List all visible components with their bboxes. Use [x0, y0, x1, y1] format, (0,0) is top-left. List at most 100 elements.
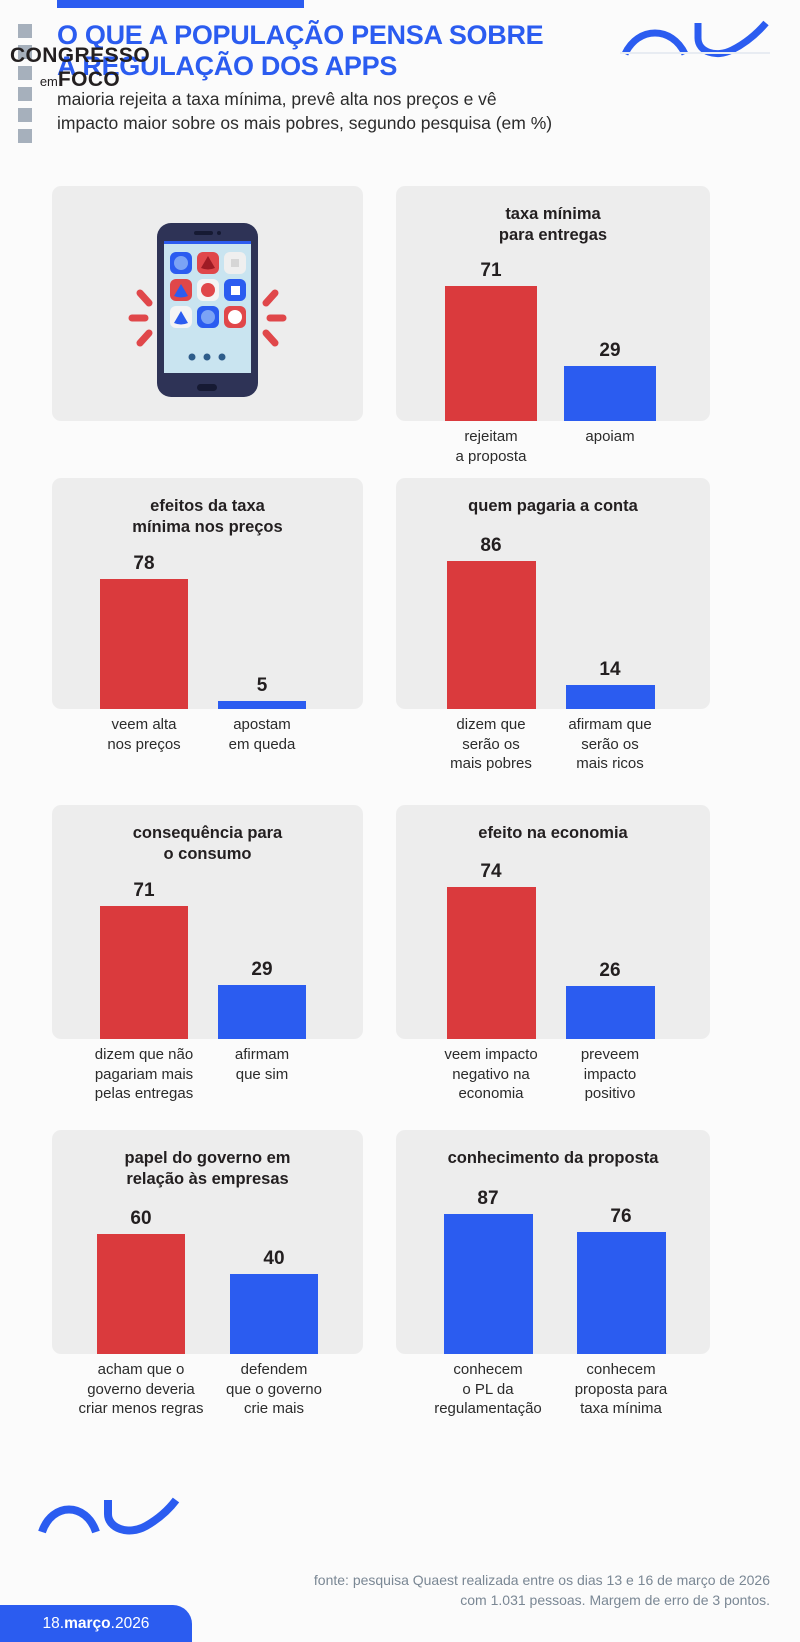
- congresso-em-foco-logo[interactable]: [36, 1492, 196, 1578]
- logo-wordmark-emfoco: emFOCO: [0, 68, 160, 92]
- chart-category-line: crie mais: [243, 1400, 304, 1417]
- page-subtitle-line1: maioria rejeita a taxa mínima, prevê alt…: [57, 89, 497, 109]
- chart-panel: conhecimento da proposta 87 76: [396, 1130, 710, 1354]
- chart-category-line: regulamentação: [434, 1400, 542, 1417]
- chart-category-label: conhecem proposta para taxa mínima: [543, 1360, 700, 1419]
- chart-value-label: 5: [256, 675, 268, 696]
- chart-category-line: preveem: [580, 1046, 640, 1063]
- chart-panel: efeitos da taxa mínima nos preços 78 5: [52, 478, 363, 709]
- chart-bar: [565, 685, 655, 709]
- chart-category-line: nos preços: [107, 735, 181, 753]
- chart-category-line: dizem que: [456, 716, 526, 733]
- chart-title-line: consequência para: [132, 824, 283, 842]
- app-grid: [170, 252, 246, 328]
- chart-title: efeito na economia: [396, 823, 710, 844]
- chart-category-label: apostam em queda: [184, 715, 340, 754]
- speed-lines-right: [262, 289, 287, 347]
- chart-category-line: positivo: [584, 1085, 636, 1102]
- chart-category-label: veem alta nos preços: [66, 715, 222, 754]
- chart-value-label: 40: [263, 1248, 285, 1269]
- chart-category-label: afirmam que sim: [184, 1045, 340, 1084]
- chart-category-line: pelas entregas: [94, 1085, 194, 1102]
- phone-camera: [217, 231, 221, 235]
- chart-title-line: papel do governo em: [124, 1149, 291, 1167]
- chart-category-line: impacto: [583, 1065, 637, 1083]
- chart-title-line: taxa mínima: [505, 205, 601, 223]
- chart-bar: [445, 286, 537, 421]
- chart-panel: papel do governo em relação às empresas 60…: [52, 1130, 363, 1354]
- chart-category-line: taxa mínima: [580, 1400, 662, 1417]
- logo-em: em: [39, 74, 58, 89]
- chart-value-label: 14: [599, 659, 621, 680]
- speed-lines-left: [128, 289, 153, 347]
- logo-wordmark-congresso: CONGRESSO: [9, 44, 151, 67]
- decorative-square: [18, 66, 32, 80]
- chart-panel: consequência para o consumo 71 29: [52, 805, 363, 1039]
- chart-category-line: a proposta: [455, 447, 527, 465]
- decorative-square: [18, 129, 32, 143]
- chart-bar: [218, 701, 306, 709]
- chart-category-line: rejeitam: [464, 428, 518, 445]
- page-subtitle-line2: impacto maior sobre os mais pobres, segu…: [57, 113, 553, 133]
- chart-category-line: negativo na: [452, 1065, 530, 1083]
- chart-category-label: defendem que o governo crie mais: [196, 1360, 352, 1419]
- chart-title: consequência para o consumo: [52, 823, 363, 865]
- decorative-square: [18, 87, 32, 101]
- chart-category-line: que o governo: [226, 1380, 322, 1398]
- chart-bar: [100, 579, 188, 709]
- smartphone-apps-illustration: [128, 223, 287, 397]
- chart-bar: [446, 887, 536, 1039]
- chart-value-label: 29: [599, 340, 621, 361]
- logo-foco: FOCO: [57, 68, 121, 91]
- chart-category-label: dizem que serão os mais pobres: [413, 715, 570, 774]
- chart-title: papel do governo em relação às empresas: [52, 1148, 363, 1190]
- chart-bar: [443, 1214, 533, 1354]
- chart-title-line: relação às empresas: [126, 1170, 289, 1188]
- chart-title-line: efeito na economia: [478, 824, 628, 842]
- decorative-square: [18, 45, 32, 59]
- chart-category-line: que sim: [235, 1065, 289, 1083]
- top-accent-rule: [57, 0, 304, 8]
- chart-title: conhecimento da proposta: [396, 1148, 710, 1169]
- chart-category-line: o PL da: [462, 1380, 514, 1398]
- date-prefix: 18.: [42, 1614, 65, 1632]
- chart-category-line: mais pobres: [450, 755, 532, 772]
- chart-category-line: serão os: [462, 735, 520, 753]
- page-subtitle: maioria rejeita a taxa mínima, prevê alt…: [57, 87, 617, 135]
- chart-title: taxa mínima para entregas: [396, 204, 710, 246]
- chart-bar: [564, 366, 656, 421]
- phone-home-button: [197, 384, 217, 391]
- chart-category-label: dizem que não pagariam mais pelas entregas: [66, 1045, 222, 1104]
- chart-category-line: veem alta: [111, 716, 177, 733]
- page-title-line1: O QUE A POPULAÇÃO PENSA SOBRE: [57, 20, 544, 50]
- chart-category-label: rejeitam a proposta: [411, 427, 571, 466]
- chart-title: quem pagaria a conta: [396, 496, 710, 517]
- phone-illustration-panel: [52, 186, 363, 421]
- chart-value-label: 86: [480, 535, 502, 556]
- chart-value-label: 26: [599, 960, 621, 981]
- chart-category-line: criar menos regras: [78, 1400, 204, 1417]
- chart-category-line: em queda: [228, 735, 296, 753]
- chart-category-line: veem impacto: [444, 1046, 538, 1063]
- chart-category-line: mais ricos: [576, 755, 644, 772]
- page-title-line2: A REGULAÇÃO DOS APPS: [57, 51, 398, 81]
- date-month: março: [64, 1614, 111, 1632]
- chart-title-line: conhecimento da proposta: [447, 1149, 659, 1167]
- date-badge: 18. março .2026: [0, 1605, 192, 1642]
- chart-panel: efeito na economia 74 26: [396, 805, 710, 1039]
- chart-value-label: 74: [480, 861, 502, 882]
- chart-bar: [230, 1274, 318, 1354]
- chart-title-line: quem pagaria a conta: [468, 497, 638, 515]
- source-line1: fonte: pesquisa Quaest realizada entre o…: [313, 1572, 770, 1588]
- chart-category-label: afirmam que serão os mais ricos: [532, 715, 689, 774]
- chart-category-line: conhecem: [586, 1361, 656, 1378]
- header: O QUE A POPULAÇÃO PENSA SOBRE A REGULAÇÃ…: [0, 0, 800, 178]
- decorative-square: [18, 24, 32, 38]
- chart-category-label: preveem impacto positivo: [532, 1045, 689, 1104]
- chart-category-line: apoiam: [585, 428, 635, 445]
- chart-category-line: economia: [458, 1085, 524, 1102]
- chart-category-label: veem impacto negativo na economia: [413, 1045, 570, 1104]
- chart-category-line: proposta para: [574, 1380, 668, 1398]
- chart-category-line: pagariam mais: [94, 1065, 194, 1083]
- chart-category-line: defendem: [240, 1361, 308, 1378]
